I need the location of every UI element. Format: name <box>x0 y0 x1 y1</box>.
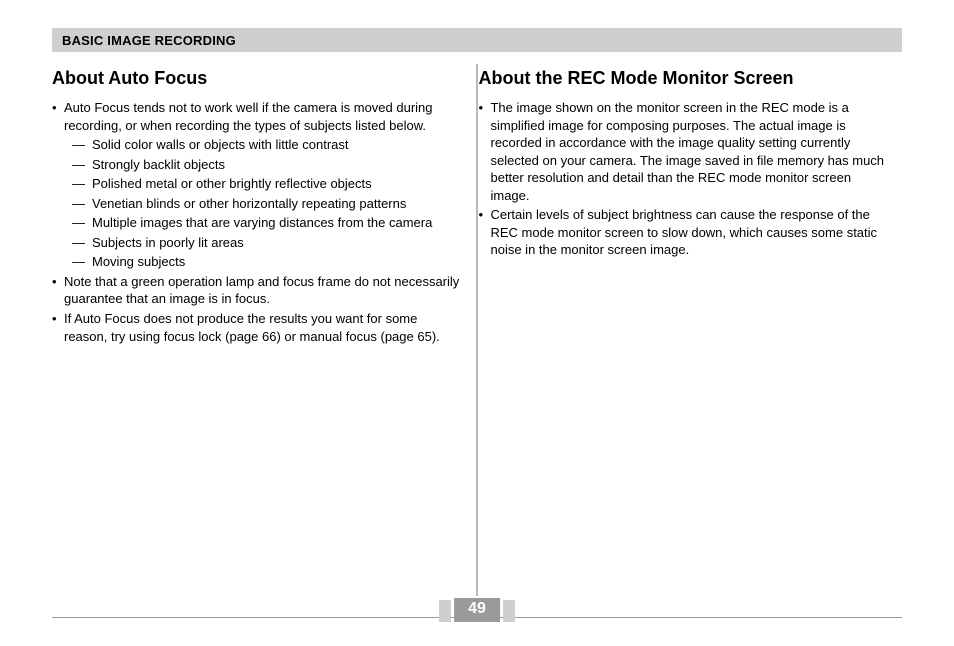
left-heading: About Auto Focus <box>52 68 464 89</box>
dash-item: Polished metal or other brightly reflect… <box>64 175 464 193</box>
bullet-item: Auto Focus tends not to work well if the… <box>52 99 464 271</box>
manual-page: BASIC IMAGE RECORDING About Auto Focus A… <box>0 0 954 646</box>
bullet-item: The image shown on the monitor screen in… <box>478 99 890 204</box>
left-bullet-list: Auto Focus tends not to work well if the… <box>52 99 464 345</box>
page-badge-decor <box>503 600 515 622</box>
content-columns: About Auto Focus Auto Focus tends not to… <box>52 66 902 596</box>
dash-item: Solid color walls or objects with little… <box>64 136 464 154</box>
bullet-item: Note that a green operation lamp and foc… <box>52 273 464 308</box>
dash-item: Moving subjects <box>64 253 464 271</box>
page-footer: 49 <box>52 598 902 622</box>
section-header-title: BASIC IMAGE RECORDING <box>62 33 236 48</box>
dash-list: Solid color walls or objects with little… <box>64 136 464 271</box>
dash-item: Strongly backlit objects <box>64 156 464 174</box>
dash-item: Subjects in poorly lit areas <box>64 234 464 252</box>
right-heading: About the REC Mode Monitor Screen <box>478 68 890 89</box>
page-badge-decor <box>439 600 451 622</box>
dash-item: Venetian blinds or other horizontally re… <box>64 195 464 213</box>
right-bullet-list: The image shown on the monitor screen in… <box>478 99 890 259</box>
right-column: About the REC Mode Monitor Screen The im… <box>478 66 902 596</box>
bullet-item: If Auto Focus does not produce the resul… <box>52 310 464 345</box>
bullet-item: Certain levels of subject brightness can… <box>478 206 890 259</box>
bullet-text: Auto Focus tends not to work well if the… <box>64 100 433 133</box>
section-header: BASIC IMAGE RECORDING <box>52 28 902 52</box>
left-column: About Auto Focus Auto Focus tends not to… <box>52 66 476 596</box>
page-number-badge: 49 <box>454 598 500 622</box>
dash-item: Multiple images that are varying distanc… <box>64 214 464 232</box>
